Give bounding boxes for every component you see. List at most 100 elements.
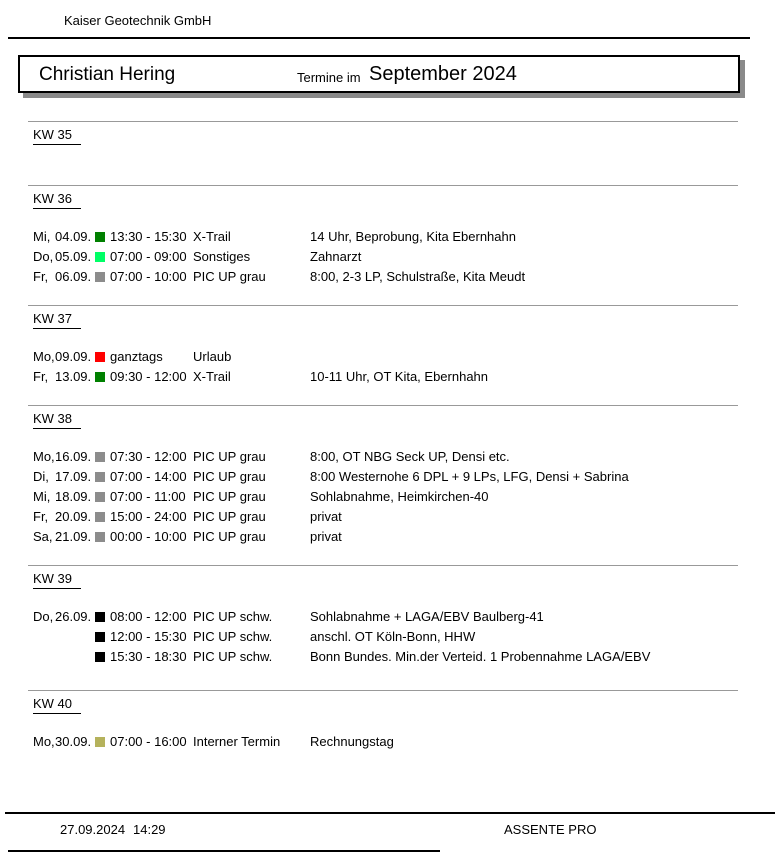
appointment-day: Sa, bbox=[33, 529, 53, 544]
appointment-row: 15:30 - 18:30 PIC UP schw. Bonn Bundes. Mi… bbox=[28, 647, 738, 667]
kw-week-label: KW 36 bbox=[33, 191, 82, 209]
appointment-day: Do, bbox=[33, 249, 54, 264]
appointment-category: PIC UP grau bbox=[193, 269, 266, 284]
app-name: ASSENTE PRO bbox=[504, 822, 597, 837]
appointment-description: Sohlabnahme + LAGA/EBV Baulberg-41 bbox=[310, 609, 544, 624]
appointment-category: X-Trail bbox=[193, 369, 231, 384]
appointment-row: Sa, 21.09. 00:00 - 10:00 PIC UP grau privat bbox=[28, 527, 738, 547]
appointment-time: 07:00 - 11:00 bbox=[110, 489, 186, 504]
appointment-day: Do, bbox=[33, 609, 54, 624]
appointment-time: 07:00 - 09:00 bbox=[110, 249, 187, 264]
appointment-description: privat bbox=[310, 529, 342, 544]
kw-section: KW 37 Mo, 09.09. ganztags Urlaub Fr, 13.09. 09:… bbox=[28, 305, 738, 387]
appointment-date: 09.09. bbox=[55, 349, 92, 364]
appointment-date: 16.09. bbox=[55, 449, 92, 464]
category-color-swatch bbox=[95, 372, 105, 382]
appointment-row: 12:00 - 15:30 PIC UP schw. anschl. OT Köln… bbox=[28, 627, 738, 647]
appointment-description: 10-11 Uhr, OT Kita, Ebernhahn bbox=[310, 369, 489, 384]
category-color-swatch bbox=[95, 252, 105, 262]
appointment-time: 07:00 - 14:00 bbox=[110, 469, 187, 484]
appointment-time: 15:30 - 18:30 bbox=[110, 649, 187, 664]
appointment-row: Fr, 20.09. 15:00 - 24:00 PIC UP grau privat bbox=[28, 507, 738, 527]
report-title-box: Christian Hering Termine im September 20… bbox=[18, 55, 740, 93]
appointment-day: Fr, bbox=[33, 509, 49, 524]
appointment-time: 15:00 - 24:00 bbox=[110, 509, 187, 524]
appointment-row: Mo, 09.09. ganztags Urlaub bbox=[28, 347, 738, 367]
report-title-prefix: Termine im bbox=[297, 70, 361, 85]
appointment-category: Interner Termin bbox=[193, 734, 281, 749]
appointment-time: 09:30 - 12:00 bbox=[110, 369, 187, 384]
appointment-day: Mi, bbox=[33, 229, 51, 244]
appointment-description: anschl. OT Köln-Bonn, HHW bbox=[310, 629, 476, 644]
appointment-day: Mo, bbox=[33, 349, 55, 364]
appointment-category: PIC UP grau bbox=[193, 469, 266, 484]
report-title-month: September 2024 bbox=[369, 63, 517, 85]
appointment-row: Fr, 06.09. 07:00 - 10:00 PIC UP grau 8:00, 2… bbox=[28, 267, 738, 287]
kw-week-label: KW 37 bbox=[33, 311, 82, 329]
appointment-row: Mi, 04.09. 13:30 - 15:30 X-Trail 14 Uhr, Bep… bbox=[28, 227, 738, 247]
header-divider bbox=[8, 37, 750, 39]
category-color-swatch bbox=[95, 452, 105, 462]
appointment-description: 14 Uhr, Beprobung, Kita Ebernhahn bbox=[310, 229, 516, 244]
kw-rows: Mo, 30.09. 07:00 - 16:00 Interner Termin Rec… bbox=[28, 732, 738, 752]
page-break-line bbox=[8, 850, 440, 852]
kw-section: KW 40 Mo, 30.09. 07:00 - 16:00 Interner Term… bbox=[28, 690, 738, 752]
appointment-row: Mi, 18.09. 07:00 - 11:00 PIC UP grau Sohlabn… bbox=[28, 487, 738, 507]
kw-section: KW 38 Mo, 16.09. 07:30 - 12:00 PIC UP grau 8:… bbox=[28, 405, 738, 547]
kw-week-label: KW 39 bbox=[33, 571, 82, 589]
category-color-swatch bbox=[95, 632, 105, 642]
company-name: Kaiser Geotechnik GmbH bbox=[64, 13, 212, 28]
appointment-time: 07:00 - 10:00 bbox=[110, 269, 187, 284]
print-date: 27.09.2024 bbox=[60, 822, 126, 837]
category-color-swatch bbox=[95, 492, 105, 502]
category-color-swatch bbox=[95, 512, 105, 522]
appointment-category: PIC UP grau bbox=[193, 529, 266, 544]
appointment-time: 07:00 - 16:00 bbox=[110, 734, 187, 749]
appointment-description: Sohlabnahme, Heimkirchen-40 bbox=[310, 489, 489, 504]
appointment-date: 20.09. bbox=[55, 509, 92, 524]
appointment-description: Rechnungstag bbox=[310, 734, 394, 749]
appointment-day: Mi, bbox=[33, 489, 51, 504]
appointment-time: ganztags bbox=[110, 349, 163, 364]
appointment-row: Di, 17.09. 07:00 - 14:00 PIC UP grau 8:00 We… bbox=[28, 467, 738, 487]
category-color-swatch bbox=[95, 612, 105, 622]
appointment-row: Mo, 30.09. 07:00 - 16:00 Interner Termin Rec… bbox=[28, 732, 738, 752]
appointment-category: PIC UP grau bbox=[193, 489, 266, 504]
print-time: 14:29 bbox=[133, 822, 166, 837]
appointment-date: 26.09. bbox=[55, 609, 92, 624]
appointment-description: 8:00 Westernohe 6 DPL + 9 LPs, LFG, Dens… bbox=[310, 469, 629, 484]
category-color-swatch bbox=[95, 272, 105, 282]
appointment-date: 13.09. bbox=[55, 369, 92, 384]
appointment-category: Sonstiges bbox=[193, 249, 251, 264]
appointment-description: Zahnarzt bbox=[310, 249, 362, 264]
appointment-date: 04.09. bbox=[55, 229, 92, 244]
appointment-category: PIC UP schw. bbox=[193, 649, 273, 664]
kw-section: KW 39 Do, 26.09. 08:00 - 12:00 PIC UP schw. S… bbox=[28, 565, 738, 667]
appointment-date: 30.09. bbox=[55, 734, 92, 749]
kw-week-label: KW 38 bbox=[33, 411, 82, 429]
appointment-row: Do, 26.09. 08:00 - 12:00 PIC UP schw. Sohlab… bbox=[28, 607, 738, 627]
kw-rows: Mo, 16.09. 07:30 - 12:00 PIC UP grau 8:00, O… bbox=[28, 447, 738, 547]
appointment-category: PIC UP grau bbox=[193, 509, 266, 524]
category-color-swatch bbox=[95, 652, 105, 662]
appointment-description: 8:00, 2-3 LP, Schulstraße, Kita Meudt bbox=[310, 269, 526, 284]
category-color-swatch bbox=[95, 532, 105, 542]
category-color-swatch bbox=[95, 737, 105, 747]
footer-divider bbox=[5, 812, 775, 814]
appointment-time: 12:00 - 15:30 bbox=[110, 629, 187, 644]
appointment-time: 00:00 - 10:00 bbox=[110, 529, 187, 544]
kw-rows: Mi, 04.09. 13:30 - 15:30 X-Trail 14 Uhr, Bep… bbox=[28, 227, 738, 287]
appointment-day: Fr, bbox=[33, 269, 49, 284]
appointment-description: 8:00, OT NBG Seck UP, Densi etc. bbox=[310, 449, 510, 464]
appointment-date: 06.09. bbox=[55, 269, 92, 284]
appointment-row: Do, 05.09. 07:00 - 09:00 Sonstiges Zahnarzt bbox=[28, 247, 738, 267]
appointment-row: Mo, 16.09. 07:30 - 12:00 PIC UP grau 8:00, O… bbox=[28, 447, 738, 467]
appointment-time: 08:00 - 12:00 bbox=[110, 609, 187, 624]
kw-week-label: KW 35 bbox=[33, 127, 82, 145]
appointment-row: Fr, 13.09. 09:30 - 12:00 X-Trail 10-11 Uhr, … bbox=[28, 367, 738, 387]
appointment-category: X-Trail bbox=[193, 229, 231, 244]
appointment-category: Urlaub bbox=[193, 349, 232, 364]
appointment-category: PIC UP grau bbox=[193, 449, 266, 464]
category-color-swatch bbox=[95, 472, 105, 482]
